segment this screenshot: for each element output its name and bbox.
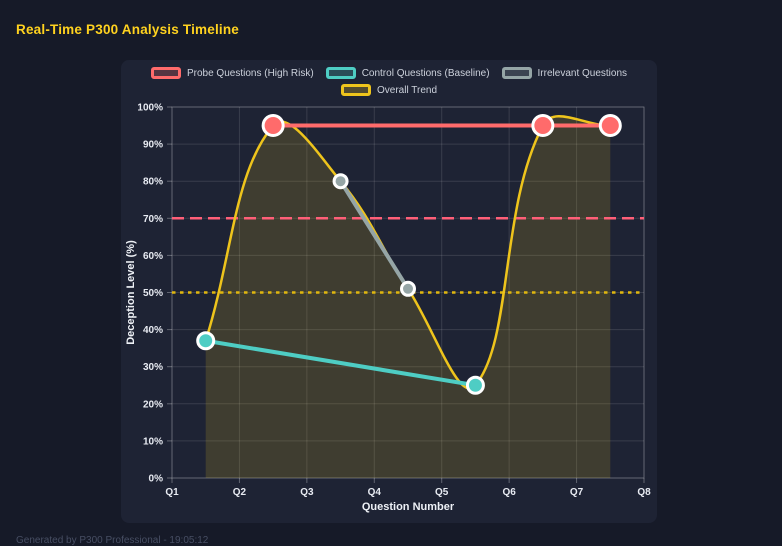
y-tick-label: 80%: [143, 177, 163, 188]
data-point-probe[interactable]: [261, 114, 285, 138]
p300-timeline-chart[interactable]: 0% 10% 20% 30% 40% 50% 60% 70% 80% 90% 100% Q1 Q2 Q3 Q…: [121, 60, 657, 523]
legend-swatch-icon: [325, 67, 356, 79]
series-line-control: [203, 338, 478, 388]
legend-swatch-icon: [501, 67, 532, 79]
y-tick-label: 90%: [143, 140, 163, 151]
page-title: Real-Time P300 Analysis Timeline: [16, 22, 240, 37]
data-point-irrelevant[interactable]: [400, 280, 416, 297]
legend-label: Probe Questions (High Risk): [186, 67, 314, 79]
legend-swatch-icon: [150, 67, 181, 79]
series-line-irrelevant: [338, 179, 410, 291]
legend-item-overall[interactable]: Overall Trend: [340, 84, 438, 96]
chart-card: Probe Questions (High Risk) Control Quest…: [121, 60, 657, 523]
chart-legend: Probe Questions (High Risk) Control Quest…: [121, 67, 657, 96]
x-axis-title: Question Number: [362, 501, 455, 513]
data-point-control[interactable]: [196, 331, 216, 351]
x-tick-label: Q5: [435, 487, 449, 498]
y-tick-label: 100%: [137, 103, 163, 114]
legend-item-probe[interactable]: Probe Questions (High Risk): [150, 67, 314, 79]
x-tick-label: Q4: [368, 487, 382, 498]
y-tick-label: 40%: [143, 325, 163, 336]
x-tick-label: Q6: [502, 487, 516, 498]
legend-row: Probe Questions (High Risk) Control Quest…: [150, 67, 628, 79]
x-tick-label: Q7: [570, 487, 584, 498]
x-tick-label: Q1: [165, 487, 179, 498]
y-tick-label: 70%: [143, 214, 163, 225]
x-tick-label: Q3: [300, 487, 314, 498]
y-axis-title: Deception Level (%): [125, 240, 137, 345]
legend-item-irrelevant[interactable]: Irrelevant Questions: [501, 67, 628, 79]
y-tick-label: 60%: [143, 251, 163, 262]
y-tick-label: 20%: [143, 399, 163, 410]
data-point-probe[interactable]: [531, 114, 555, 138]
legend-row: Overall Trend: [340, 84, 438, 96]
data-point-probe[interactable]: [598, 114, 622, 138]
x-tick-label: Q8: [637, 487, 651, 498]
legend-label: Control Questions (Baseline): [361, 67, 490, 79]
legend-item-control[interactable]: Control Questions (Baseline): [325, 67, 490, 79]
x-tick-label: Q2: [233, 487, 247, 498]
data-point-irrelevant[interactable]: [332, 173, 349, 190]
trend-area-fill: [205, 116, 611, 479]
y-tick-label: 0%: [149, 474, 164, 485]
y-tick-label: 30%: [143, 362, 163, 373]
legend-label: Irrelevant Questions: [537, 67, 628, 79]
legend-swatch-icon: [340, 84, 371, 96]
footer-note: Generated by P300 Professional - 19:05:1…: [16, 535, 209, 546]
data-point-control[interactable]: [465, 375, 485, 395]
y-tick-label: 10%: [143, 436, 163, 447]
legend-label: Overall Trend: [376, 84, 438, 96]
y-tick-label: 50%: [143, 288, 163, 299]
